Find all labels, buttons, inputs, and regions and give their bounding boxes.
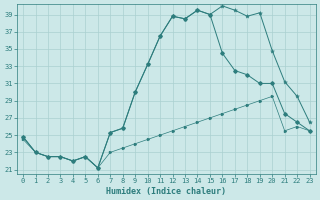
X-axis label: Humidex (Indice chaleur): Humidex (Indice chaleur) bbox=[106, 187, 226, 196]
